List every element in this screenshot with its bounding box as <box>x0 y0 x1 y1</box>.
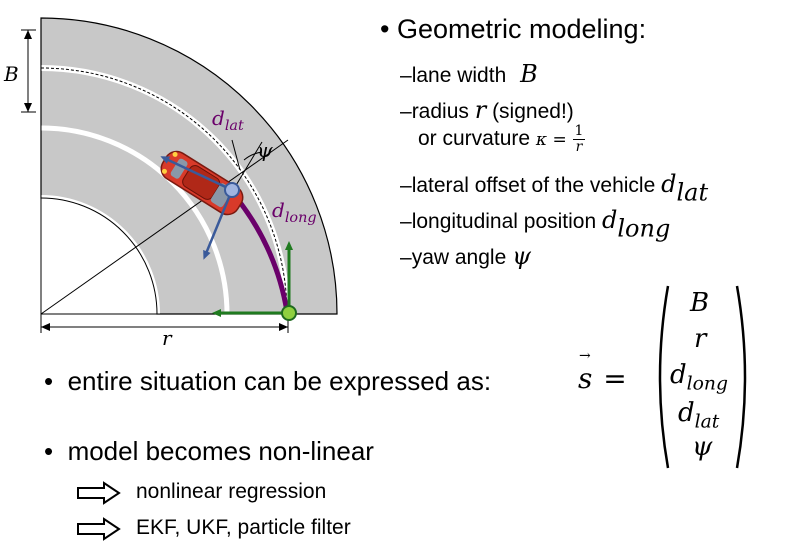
label-r: r <box>162 326 172 350</box>
consequence-filters: EKF, UKF, particle filter <box>136 516 351 539</box>
implies-arrow-icon <box>77 517 121 541</box>
implies-arrow-icon <box>77 481 121 505</box>
state-vector-entry-dlat: dlat <box>678 398 720 433</box>
state-vector-entry-dlong: dlong <box>670 360 728 395</box>
bullet-non-linear: • model becomes non-linear <box>44 436 374 466</box>
label-B: B <box>4 62 19 86</box>
road-diagram <box>21 17 338 333</box>
label-d-long: dlong <box>272 198 317 227</box>
state-vector-brackets <box>658 285 747 469</box>
item-longitudinal-position: –longitudinal position dlong <box>400 206 671 243</box>
state-symbol: → s = <box>578 348 627 395</box>
bullet-geometric-modeling: • Geometric modeling: <box>380 14 647 44</box>
reference-point <box>281 305 297 321</box>
vehicle-point <box>224 182 240 198</box>
label-d-lat: dlat <box>212 106 244 135</box>
item-lateral-offset: –lateral offset of the vehicle dlat <box>400 170 709 207</box>
state-vector-entry-r: r <box>694 324 707 354</box>
consequence-nonlinear-regression: nonlinear regression <box>136 480 327 503</box>
bullet-entire-situation: • entire situation can be expressed as: <box>44 366 492 396</box>
label-psi: ψ <box>257 138 273 162</box>
item-lane-width: –lane width B <box>400 60 538 88</box>
item-radius: –radius r (signed!) <box>400 96 574 124</box>
item-yaw-angle: –yaw angle ψ <box>400 242 531 270</box>
lane-centerline <box>40 67 288 315</box>
vehicle-axis-forward <box>160 156 233 192</box>
state-vector-entry-psi: ψ <box>692 432 713 462</box>
radius-line <box>40 139 289 315</box>
vehicle-axis-lateral <box>203 189 234 260</box>
state-vector-entry-B: B <box>690 288 710 318</box>
